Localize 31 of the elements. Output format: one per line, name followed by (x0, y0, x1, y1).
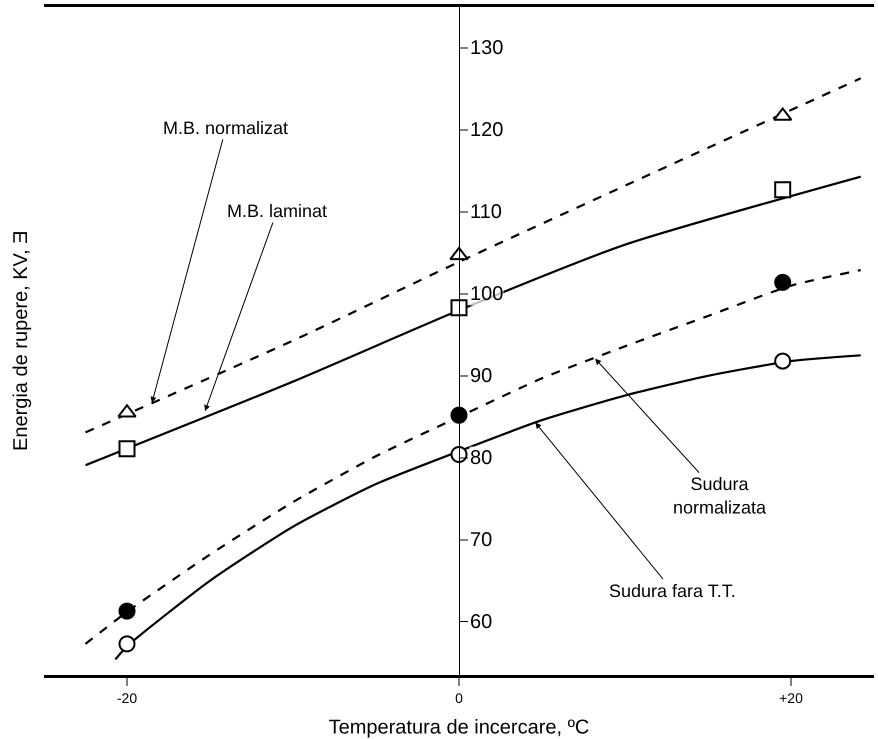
line-series (84, 77, 862, 434)
y-tick-label: 80 (470, 447, 492, 469)
point (118, 602, 136, 620)
point (774, 274, 792, 291)
point (118, 635, 136, 652)
x-tick-label: +20 (779, 690, 804, 706)
point (118, 440, 136, 458)
x-axis-title: Temperatura de incercare, ºC (328, 716, 590, 738)
y-tick-label: 100 (470, 283, 504, 305)
line-series (84, 176, 862, 466)
y-tick-label: 90 (470, 365, 492, 387)
line-series (84, 269, 862, 645)
annotation: M.B. laminat (227, 201, 328, 221)
y-tick-label: 70 (470, 529, 492, 551)
y-axis-title: Energia de rupere, KV, Ǝ (10, 230, 32, 451)
y-tick-label: 110 (470, 201, 502, 223)
x-tick-label: -20 (116, 690, 138, 706)
y-tick-label: 60 (470, 611, 492, 633)
line-series (114, 354, 862, 661)
point (774, 181, 792, 198)
point (450, 446, 468, 464)
annotation: Sudura fara T.T. (609, 581, 736, 601)
y-tick-label: 120 (470, 119, 504, 141)
y-tick-label: 130 (470, 37, 504, 59)
point (450, 406, 468, 424)
x-tick-label: 0 (455, 690, 464, 706)
point (774, 352, 792, 370)
annotation: Sudura normalizata (673, 474, 768, 518)
point (449, 246, 469, 260)
annotation: M.B. normalizat (163, 118, 288, 138)
point (450, 299, 468, 316)
